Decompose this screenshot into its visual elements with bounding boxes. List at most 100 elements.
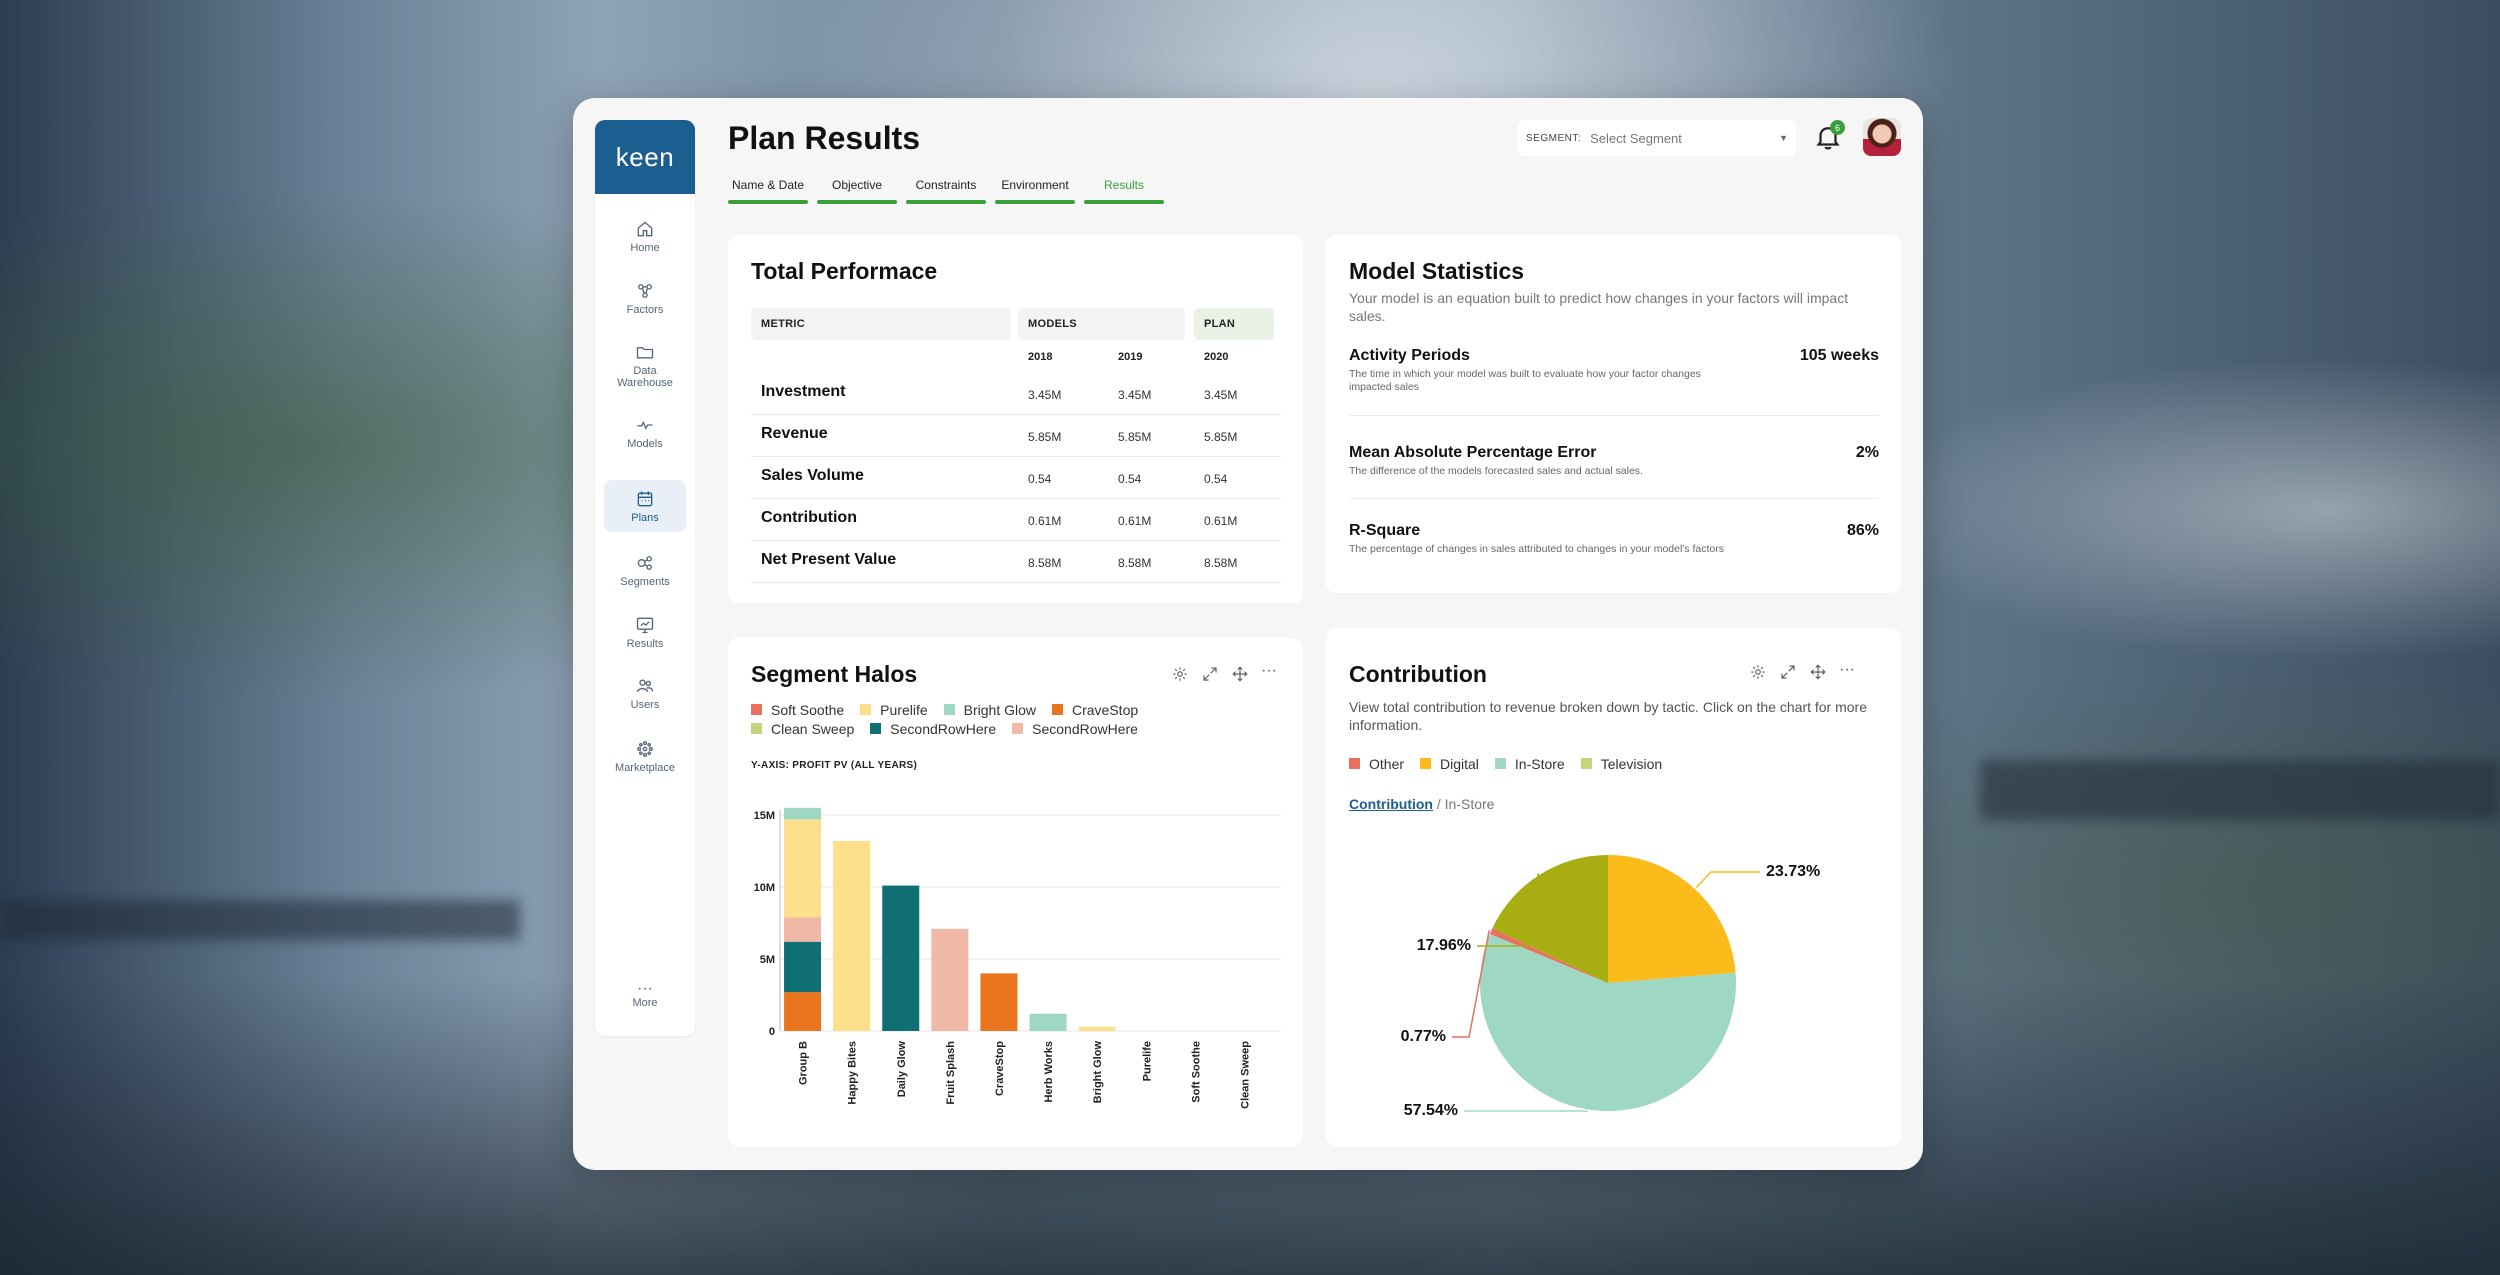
metric-name: Contribution xyxy=(761,509,857,526)
sidebar-item-results[interactable]: Results xyxy=(604,606,686,658)
legend-item[interactable]: Soft Soothe xyxy=(751,700,844,719)
bar-segment xyxy=(833,840,871,1031)
legend-item[interactable]: Digital xyxy=(1420,754,1479,773)
bar-segment xyxy=(784,917,822,942)
contribution-card: Contribution ··· View total contribution… xyxy=(1326,628,1901,1146)
notification-badge: 6 xyxy=(1830,120,1845,135)
stat-desc: The difference of the models forecasted … xyxy=(1349,465,1643,477)
users-icon xyxy=(636,679,654,692)
stat-mape: Mean Absolute Percentage Error The diffe… xyxy=(1349,444,1879,478)
table-row: Investment 3.45M 3.45M 3.45M xyxy=(751,373,1281,415)
more-icon[interactable]: ··· xyxy=(1261,662,1277,679)
card-title: Total Performace xyxy=(751,258,938,284)
sidebar-item-label: Home xyxy=(630,241,660,254)
legend-item[interactable]: Other xyxy=(1349,754,1404,773)
keen-logo[interactable]: keen xyxy=(595,120,695,194)
metric-value: 0.54 xyxy=(1204,472,1228,486)
bar-segment xyxy=(784,992,822,1031)
model-statistics-card: Model Statistics Your model is an equati… xyxy=(1326,235,1901,593)
legend-swatch xyxy=(1420,758,1432,769)
pie-value-label: 0.77% xyxy=(1401,1028,1446,1045)
legend-swatch xyxy=(860,704,872,715)
bar-chart: 0 5M 10M 15M Group B Happy Bites Daily Glow Fru… xyxy=(754,807,1281,1109)
card-title: Segment Halos xyxy=(751,661,918,687)
metric-value: 5.85M xyxy=(1118,430,1152,444)
tab-constraints[interactable]: Constraints xyxy=(906,178,986,204)
expand-icon[interactable] xyxy=(1201,665,1221,685)
pie-slice xyxy=(1489,928,1608,983)
legend-item[interactable]: Television xyxy=(1580,754,1662,773)
legend-item[interactable]: Bright Glow xyxy=(943,700,1036,719)
marketplace-icon xyxy=(637,740,653,757)
sidebar-item-segments[interactable]: Segments xyxy=(604,544,686,596)
legend-swatch xyxy=(751,704,762,715)
bell-icon[interactable] xyxy=(1813,122,1843,152)
tab-results[interactable]: Results xyxy=(1084,178,1164,204)
move-icon[interactable] xyxy=(1809,663,1829,683)
x-tick-label: Group B xyxy=(798,1041,810,1085)
breadcrumb-link[interactable]: Contribution xyxy=(1349,796,1433,812)
sidebar-item-marketplace[interactable]: Marketplace xyxy=(604,730,686,782)
legend-item[interactable]: SecondRowHere xyxy=(870,719,996,738)
bar-segment xyxy=(784,819,822,918)
metric-value: 3.45M xyxy=(1118,388,1152,402)
gear-icon[interactable] xyxy=(1171,665,1191,685)
chevron-down-icon: ▼ xyxy=(1779,133,1788,143)
col-header-models: MODELS xyxy=(1018,308,1185,340)
metric-value: 5.85M xyxy=(1028,430,1062,444)
sidebar-item-label: Users xyxy=(630,698,660,711)
sidebar-item-label: Data Warehouse xyxy=(617,364,673,389)
stat-value: 86% xyxy=(1846,522,1879,539)
expand-icon[interactable] xyxy=(1779,663,1799,683)
segment-select[interactable]: SEGMENT: Select Segment ▼ xyxy=(1518,120,1796,156)
sidebar-item-data-warehouse[interactable]: Data Warehouse xyxy=(604,334,686,396)
chart-legend: Other Digital In-Store Television xyxy=(1349,754,1678,773)
legend-item[interactable]: Clean Sweep xyxy=(751,719,854,738)
metric-value: 5.85M xyxy=(1204,430,1238,444)
tab-bar: Name & Date Objective Constraints Enviro… xyxy=(728,178,1164,204)
x-tick-label: Fruit Splash xyxy=(945,1041,957,1105)
bar-segment xyxy=(931,928,969,1031)
pie-value-label: 57.54% xyxy=(1404,1102,1458,1119)
avatar[interactable] xyxy=(1863,118,1901,156)
move-icon[interactable] xyxy=(1231,665,1251,685)
pie-slice xyxy=(1608,855,1736,983)
pie-value-label: 17.96% xyxy=(1417,937,1471,954)
sidebar-item-home[interactable]: Home xyxy=(604,210,686,262)
metric-name: Revenue xyxy=(761,425,828,442)
stat-value: 105 weeks xyxy=(1799,347,1879,364)
legend-item[interactable]: CraveStop xyxy=(1052,700,1138,719)
segment-label: SEGMENT: xyxy=(1526,132,1582,144)
sidebar-item-plans[interactable]: Plans xyxy=(604,480,686,532)
divider xyxy=(1349,498,1879,499)
metric-value: 0.54 xyxy=(1118,472,1142,486)
app-window: keen Home Factors Data Warehouse Models … xyxy=(573,98,1923,1170)
legend-item[interactable]: In-Store xyxy=(1494,754,1565,773)
sidebar-item-models[interactable]: Models xyxy=(604,406,686,458)
sidebar-item-more[interactable]: ··· More xyxy=(604,970,686,1022)
metric-value: 8.58M xyxy=(1118,556,1152,570)
tab-objective[interactable]: Objective xyxy=(817,178,897,204)
gear-icon[interactable] xyxy=(1749,663,1769,683)
stat-name: Mean Absolute Percentage Error xyxy=(1349,444,1597,461)
metric-value: 0.61M xyxy=(1028,514,1062,528)
sidebar-item-label: Models xyxy=(627,437,663,450)
legend-item[interactable]: Purelife xyxy=(860,700,928,719)
legend-item[interactable]: SecondRowHere xyxy=(1012,719,1138,738)
sidebar-item-factors[interactable]: Factors xyxy=(604,272,686,324)
y-tick-label: 0 xyxy=(769,1026,775,1038)
x-tick-label: Clean Sweep xyxy=(1239,1041,1251,1109)
bar-segment xyxy=(784,941,822,993)
metric-name: Investment xyxy=(761,383,846,400)
x-tick-label: Purelife xyxy=(1141,1041,1153,1081)
x-tick-label: Soft Soothe xyxy=(1190,1041,1202,1103)
more-icon[interactable]: ··· xyxy=(1839,661,1855,678)
tab-name-date[interactable]: Name & Date xyxy=(728,178,808,204)
card-subtitle: View total contribution to revenue broke… xyxy=(1349,699,1868,733)
tab-environment[interactable]: Environment xyxy=(995,178,1075,204)
legend-swatch xyxy=(870,723,882,734)
sidebar-item-users[interactable]: Users xyxy=(604,667,686,719)
stat-activity-periods: Activity Periods The time in which your … xyxy=(1349,347,1879,394)
table-row: Contribution 0.61M 0.61M 0.61M xyxy=(751,499,1281,541)
metric-value: 3.45M xyxy=(1028,388,1062,402)
